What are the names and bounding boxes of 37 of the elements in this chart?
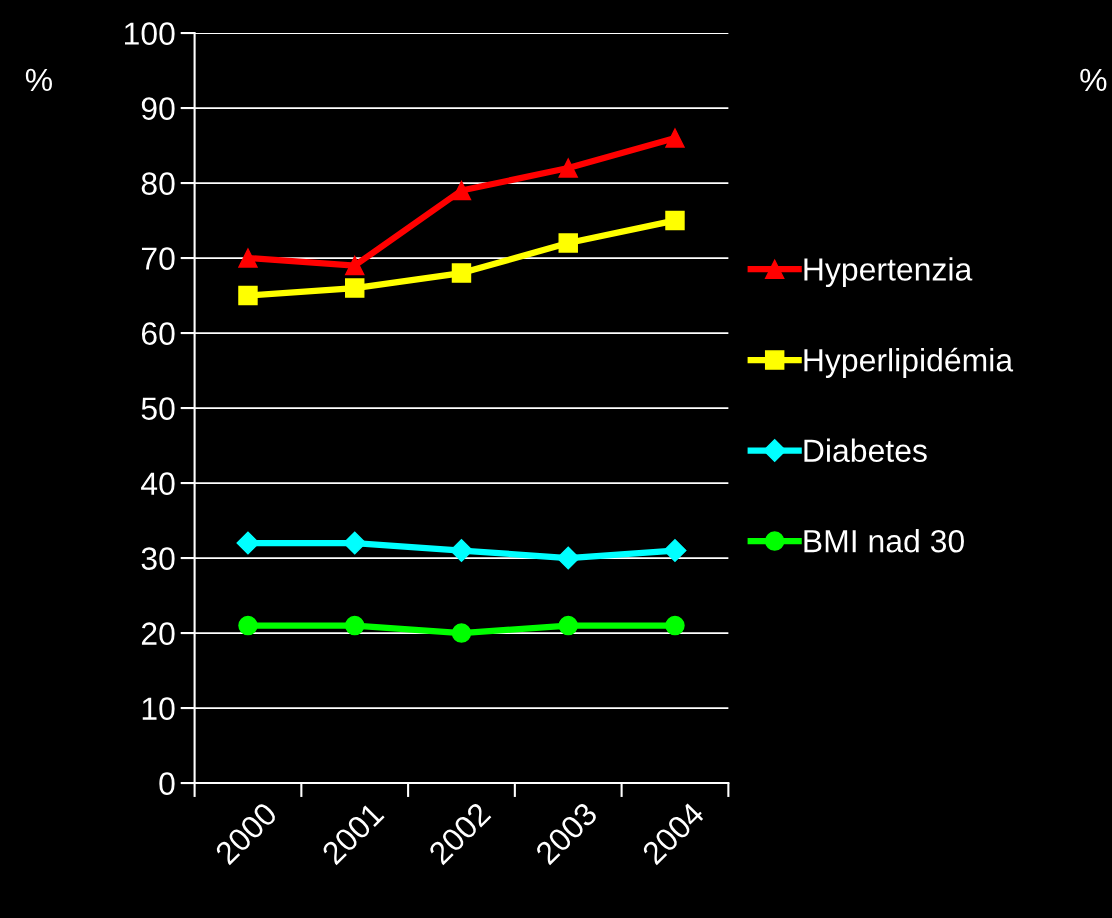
- point: [238, 615, 258, 636]
- y-tick-label: 20: [141, 622, 175, 645]
- legend-label: Diabetes: [804, 438, 927, 463]
- point: [558, 615, 578, 636]
- point: [451, 180, 472, 201]
- point: [558, 158, 578, 178]
- point: [345, 615, 365, 636]
- point: [665, 210, 685, 231]
- y-tick-label: 90: [141, 97, 175, 120]
- point: [238, 285, 258, 306]
- legend-label: Hypertenzia: [804, 257, 973, 288]
- legend-label: BMI nad 30: [804, 529, 964, 553]
- y-tick-label: 80: [141, 172, 175, 195]
- point: [343, 531, 367, 555]
- y-tick-label: 70: [141, 247, 175, 270]
- point: [238, 248, 258, 268]
- y-tick-label: 10: [142, 697, 175, 720]
- point: [345, 255, 365, 276]
- y-tick-label: 50: [141, 397, 175, 420]
- y-tick-label: 30: [141, 547, 175, 570]
- y-tick-label: 40: [141, 472, 175, 495]
- y-tick-label: 100: [124, 22, 175, 45]
- point: [451, 263, 472, 283]
- point: [451, 623, 472, 643]
- point: [558, 233, 578, 253]
- point: [449, 539, 473, 563]
- text: %: [1080, 68, 1107, 92]
- point: [663, 539, 687, 563]
- y-tick-label: 60: [141, 322, 175, 345]
- legend-label: Hyperlipidémia: [804, 347, 1014, 378]
- y-tick-label: 0: [159, 772, 175, 795]
- point: [665, 128, 685, 148]
- y-axis-title: %: [25, 68, 52, 92]
- point: [345, 278, 365, 298]
- point: [236, 531, 260, 555]
- point: [665, 615, 685, 636]
- point: [556, 546, 580, 570]
